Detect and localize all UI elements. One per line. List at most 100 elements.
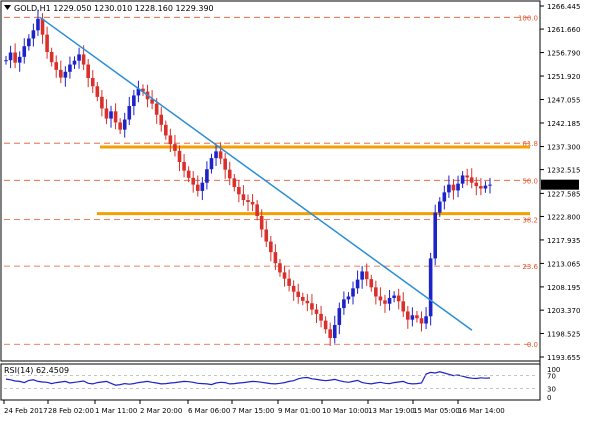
y-tick-label: 1198.525: [547, 331, 580, 339]
trendline[interactable]: [39, 16, 473, 331]
candle-body: [415, 315, 419, 319]
candle-body: [401, 301, 406, 312]
rsi-tick-label: 70: [547, 373, 556, 381]
current-price-tag: 1229.390: [541, 179, 579, 190]
x-tick-label: 7 Mar 15:00: [232, 407, 274, 415]
candle-body: [282, 272, 287, 279]
fib-level-label: 0.0: [527, 341, 538, 349]
candle-body: [442, 192, 447, 202]
candle-body: [465, 175, 469, 178]
candle-body: [355, 279, 360, 289]
candle-body: [342, 299, 346, 309]
candle-body: [255, 204, 259, 216]
fib-level-label: 50.0: [522, 177, 538, 185]
candle-body: [237, 187, 241, 195]
y-tick-label: 1247.055: [547, 97, 580, 105]
candle-body: [474, 182, 479, 187]
x-tick-label: 10 Mar 10:00: [322, 407, 369, 415]
candle-body: [186, 170, 191, 178]
candle-body: [323, 320, 328, 330]
candle-body: [433, 212, 438, 259]
rsi-line: [5, 371, 491, 386]
candle-body: [45, 34, 49, 53]
candles: [4, 9, 492, 346]
candle-body: [328, 329, 332, 338]
candle-body: [250, 201, 255, 205]
candle-body: [332, 324, 337, 338]
fib-level-label: 100.0: [518, 14, 538, 22]
x-axis: 24 Feb 2017 28 Feb 02:00 1 Mar 11:00 2 Mar …: [3, 400, 505, 415]
y-tick-label: 1242.185: [547, 120, 580, 128]
candle-body: [451, 184, 456, 191]
candle-body: [469, 177, 474, 183]
candle-body: [437, 201, 442, 213]
candle-body: [369, 279, 374, 288]
candle-body: [154, 103, 159, 115]
candle-body: [95, 86, 100, 97]
x-tick-label: 28 Feb 02:00: [48, 407, 94, 415]
candle-body: [383, 300, 387, 304]
candle-body: [168, 135, 173, 145]
y-axis: 1266.445 1261.660 1256.790 1251.920 1247.055…: [540, 3, 580, 362]
candle-body: [54, 62, 59, 70]
candle-body: [81, 54, 86, 65]
horizontal-levels: [97, 145, 530, 216]
y-tick-label: 1232.515: [547, 167, 580, 175]
candle-body: [36, 18, 40, 31]
candle-body: [269, 241, 273, 253]
candle-body: [232, 178, 237, 188]
y-tick-label: 1222.800: [547, 213, 580, 221]
candle-body: [136, 88, 141, 96]
rsi-polyline: [5, 371, 491, 386]
candle-body: [287, 278, 291, 286]
candle-body: [273, 252, 278, 264]
candle-body: [109, 111, 113, 119]
rsi-tick-label: 30: [547, 385, 556, 393]
candle-body: [209, 158, 214, 170]
candle-body: [150, 99, 154, 104]
rsi-label: RSI(14) 62.4509: [4, 366, 69, 375]
candle-body: [49, 52, 54, 63]
candle-body: [205, 169, 209, 183]
candle-body: [378, 296, 383, 301]
y-tick-label: 1251.920: [547, 73, 580, 81]
candle-body: [227, 169, 232, 179]
candle-body: [13, 52, 17, 63]
x-tick-label: 9 Mar 01:00: [278, 407, 320, 415]
candle-body: [447, 184, 451, 193]
candle-body: [63, 71, 68, 78]
y-tick-label: 1213.065: [547, 260, 580, 268]
x-tick-label: 1 Mar 11:00: [95, 407, 137, 415]
fib-level-label: 38.2: [522, 216, 538, 224]
candle-body: [483, 185, 488, 189]
y-tick-label: 1266.445: [547, 3, 580, 11]
candle-body: [4, 60, 8, 62]
candle-body: [68, 64, 72, 72]
candle-body: [223, 158, 227, 170]
candle-body: [195, 184, 200, 191]
candle-body: [419, 318, 424, 324]
candle-body: [58, 69, 63, 78]
candle-body: [141, 88, 145, 92]
candle-body: [241, 194, 246, 201]
y-tick-label: 1237.300: [547, 144, 580, 152]
y-tick-label: 1203.370: [547, 307, 580, 315]
candle-body: [406, 311, 410, 320]
candle-body: [122, 119, 127, 130]
x-tick-label: 2 Mar 20:00: [140, 407, 182, 415]
fibonacci-levels: 100.0 61.8 50.0 38.2 23.6 0.0: [4, 14, 539, 349]
candle-body: [159, 114, 164, 125]
candle-body: [387, 297, 392, 304]
candle-body: [177, 150, 182, 162]
candle-body: [264, 229, 269, 242]
candle-body: [396, 295, 401, 302]
candle-body: [27, 38, 31, 47]
candle-body: [182, 161, 186, 171]
candle-body: [337, 308, 342, 325]
x-tick-label: 13 Mar 19:00: [368, 407, 415, 415]
collapse-triangle-icon[interactable]: [4, 5, 11, 10]
trendline-segment[interactable]: [39, 16, 473, 331]
